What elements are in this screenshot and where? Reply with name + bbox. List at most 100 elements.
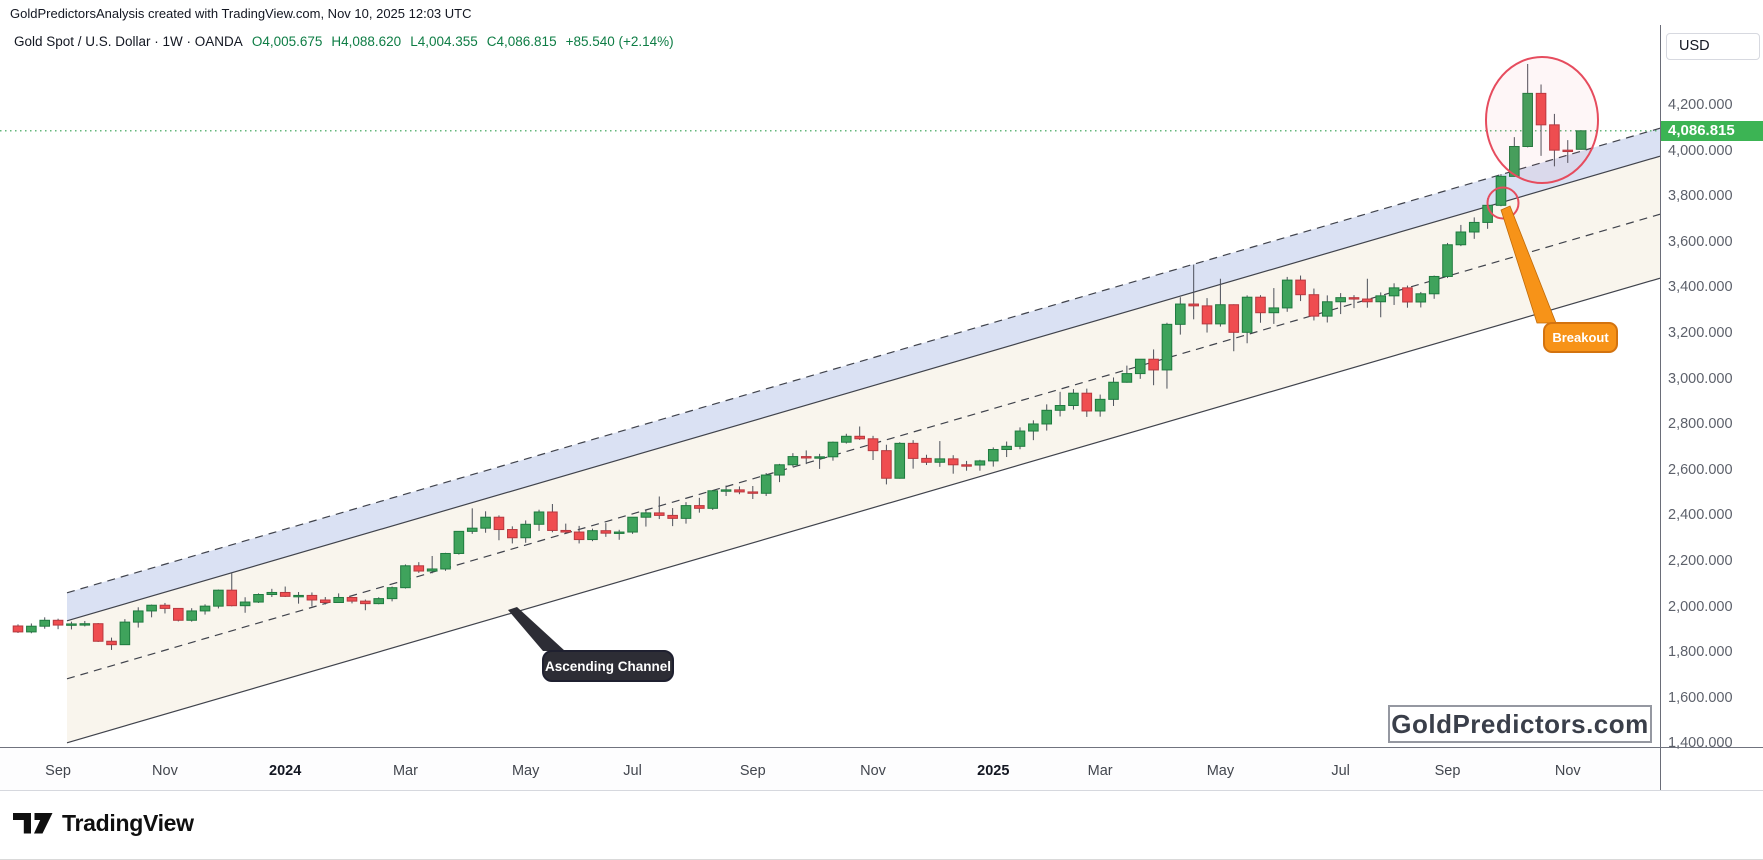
last-price-tag: 4,086.815	[1661, 121, 1763, 141]
price-axis-label: 3,200.000	[1668, 325, 1733, 341]
candle-body	[1428, 275, 1440, 295]
candle-body	[1509, 145, 1520, 177]
candle-body	[440, 552, 451, 570]
candle-body	[1455, 231, 1467, 246]
candle-body	[1094, 398, 1106, 412]
price-axis-label: 1,400.000	[1668, 735, 1733, 752]
price-axis-label: 1,800.000	[1668, 644, 1733, 661]
price-axis-separator	[1660, 25, 1661, 790]
close-value: C4,086.815	[486, 34, 557, 49]
channel-upper-band-fill	[67, 128, 1660, 621]
candle-body	[1054, 405, 1066, 411]
candle-body	[266, 591, 278, 596]
candle-body	[12, 625, 24, 633]
candle-body	[1134, 358, 1146, 375]
candle-body	[1295, 279, 1306, 296]
candle-body	[1188, 303, 1199, 307]
candle-body	[1121, 373, 1133, 383]
candle-body	[573, 531, 585, 541]
candle-body	[1268, 307, 1280, 314]
footer-brand[interactable]: TradingView	[13, 810, 194, 837]
channel-upper-solid-line	[66, 155, 1660, 622]
candle-body	[547, 511, 558, 531]
ascending-callout-pointer	[508, 607, 565, 651]
candle-body	[253, 594, 264, 603]
price-axis-label: 2,600.000	[1668, 461, 1733, 478]
candle-body	[1255, 296, 1266, 314]
candle-body	[239, 601, 251, 607]
candle-body	[987, 449, 999, 462]
candle-body	[934, 458, 946, 463]
change-value: +85.540 (+2.14%)	[565, 34, 674, 49]
price-axis-label: 4,000.000	[1668, 142, 1733, 159]
time-axis-label: Nov	[152, 763, 178, 779]
candle-body	[520, 523, 531, 539]
candle-body	[1321, 301, 1333, 317]
highlight-ellipse	[1485, 56, 1599, 184]
candle-body	[734, 489, 745, 493]
candle-body	[694, 505, 705, 509]
candle-body	[1535, 92, 1547, 126]
candle-body	[400, 565, 411, 589]
symbol-legend: Gold Spot / U.S. Dollar · 1W · OANDA O4,0…	[14, 34, 683, 49]
candle-body	[680, 505, 692, 519]
candle-body	[426, 568, 438, 572]
candle-body	[774, 464, 785, 476]
candle-body	[1241, 296, 1253, 333]
time-axis-label: Mar	[1087, 763, 1113, 779]
candle-body	[1335, 297, 1346, 303]
candle-body	[52, 619, 64, 626]
candle-body	[199, 605, 211, 612]
time-axis-label: 2024	[269, 763, 302, 779]
price-axis-label: 3,800.000	[1668, 188, 1733, 205]
candle-body	[1081, 392, 1093, 412]
candle-body	[1362, 298, 1373, 303]
goldpredictors-watermark: GoldPredictors.com	[1388, 705, 1652, 743]
time-axis-label: May	[511, 763, 540, 779]
candle-body	[1148, 358, 1159, 371]
candle-body	[1001, 445, 1012, 451]
candle-body	[720, 489, 732, 492]
candle-body	[841, 435, 852, 443]
candle-body	[159, 604, 171, 609]
price-axis-label: 3,400.000	[1668, 279, 1733, 296]
candle-body	[346, 596, 358, 602]
candle-body	[1388, 287, 1400, 297]
ohlc-values: O4,005.675 H4,088.620 L4,004.355 C4,086.815…	[252, 34, 683, 49]
candle-body	[306, 594, 318, 601]
candle-body	[1215, 304, 1226, 325]
candle-body	[226, 589, 238, 607]
candle-body	[907, 442, 919, 459]
tradingview-logo-text: TradingView	[62, 810, 194, 836]
price-axis[interactable]: USD 4,086.815 4,200.000 4,000.000 3,800.00…	[1661, 25, 1763, 751]
high-value: H4,088.620	[331, 34, 402, 49]
candle-body	[333, 596, 344, 603]
time-axis-label: May	[1206, 763, 1235, 779]
candle-body	[1468, 221, 1480, 233]
candle-body	[627, 516, 638, 533]
candle-body	[587, 530, 598, 541]
time-axis-label: Sep	[739, 763, 766, 779]
candle-body	[921, 457, 932, 463]
candle-body	[800, 456, 812, 459]
breakout-callout[interactable]: Breakout	[1543, 322, 1618, 353]
candle-body	[854, 435, 865, 440]
attribution-text: GoldPredictorsAnalysis created with Trad…	[10, 6, 472, 21]
price-axis-label: 3,600.000	[1668, 233, 1733, 250]
candlestick-plot[interactable]	[0, 0, 1660, 747]
candle-body	[640, 512, 652, 518]
candle-body	[827, 441, 839, 458]
time-axis[interactable]: Sep Nov 2024 Mar May Jul Sep Nov 2025 Mar May Jul Se…	[0, 748, 1660, 790]
candle-body	[1348, 297, 1360, 300]
candle-body	[747, 491, 759, 494]
time-axis-label: Jul	[1331, 763, 1350, 779]
candle-body	[132, 610, 144, 623]
candle-body	[1108, 381, 1119, 400]
ascending-channel-callout[interactable]: Ascending Channel	[542, 650, 674, 682]
candle-body	[1041, 409, 1053, 425]
price-axis-label: 3,000.000	[1668, 370, 1733, 387]
currency-usd-button[interactable]: USD	[1666, 33, 1760, 60]
candle-body	[947, 458, 959, 466]
candle-body	[894, 442, 906, 479]
candle-body	[787, 456, 799, 466]
